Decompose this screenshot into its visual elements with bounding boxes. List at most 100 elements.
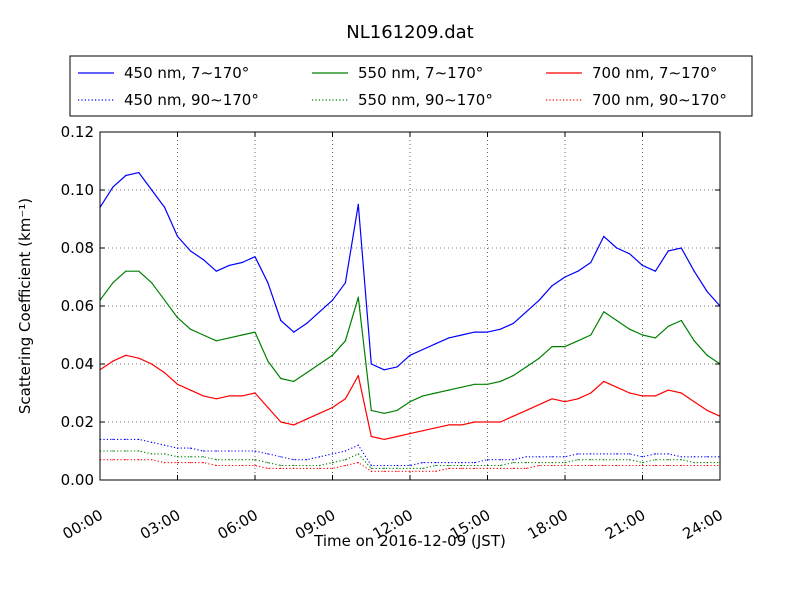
data-point-s3-6 [176, 456, 179, 458]
data-point-s2-43 [654, 337, 657, 339]
data-point-s1-46 [693, 456, 695, 458]
data-point-s5-16 [306, 467, 308, 469]
data-point-s4-6 [176, 383, 179, 385]
data-point-s0-31 [499, 328, 501, 330]
data-point-s4-31 [499, 421, 501, 423]
data-point-s5-42 [641, 464, 644, 467]
data-point-s5-31 [499, 467, 501, 469]
data-point-s4-39 [603, 380, 605, 382]
data-point-s0-24 [409, 354, 411, 356]
data-point-s3-17 [319, 464, 321, 467]
x-tick-label: 00:00 [60, 506, 106, 543]
data-point-s3-33 [525, 462, 527, 464]
data-point-s5-46 [693, 464, 695, 467]
data-point-s5-35 [551, 464, 553, 467]
x-tick-label: 21:00 [602, 506, 648, 543]
data-point-s3-34 [538, 462, 540, 464]
data-point-s0-20 [357, 203, 359, 206]
data-point-s0-27 [448, 337, 450, 339]
data-point-s4-32 [512, 415, 514, 417]
data-point-s2-12 [254, 331, 256, 333]
data-point-s2-24 [409, 401, 411, 403]
data-point-s1-13 [267, 453, 269, 455]
data-point-s3-31 [499, 464, 501, 467]
data-point-s4-1 [112, 360, 114, 362]
data-point-s1-14 [280, 456, 282, 458]
data-point-s2-33 [525, 366, 527, 368]
data-point-s1-43 [654, 453, 657, 455]
data-point-s2-40 [616, 319, 618, 322]
data-point-s4-22 [383, 438, 385, 440]
x-tick-label: 06:00 [215, 506, 261, 543]
data-point-s3-24 [409, 467, 411, 469]
data-point-s2-28 [461, 386, 463, 388]
y-tick-label: 0.06 [61, 297, 94, 315]
data-point-s1-30 [486, 459, 489, 461]
y-tick-label: 0.04 [61, 355, 94, 373]
data-point-s1-42 [641, 456, 644, 458]
data-point-s4-8 [202, 395, 204, 397]
data-point-s2-4 [151, 282, 153, 284]
data-point-s4-24 [409, 433, 411, 435]
legend-label: 550 nm, 90∼170° [358, 91, 493, 109]
data-point-s1-6 [176, 447, 179, 449]
data-point-s2-2 [125, 270, 127, 272]
legend-label: 700 nm, 7∼170° [592, 64, 717, 82]
data-point-s1-15 [293, 459, 295, 461]
data-point-s1-38 [590, 453, 592, 455]
data-point-s1-45 [680, 456, 682, 458]
data-point-s4-30 [486, 421, 489, 423]
data-point-s2-15 [293, 380, 295, 382]
data-point-s3-40 [616, 459, 618, 461]
data-point-s0-46 [693, 270, 695, 272]
data-point-s2-41 [629, 328, 631, 330]
data-point-s1-28 [461, 462, 463, 464]
data-point-s4-41 [629, 392, 631, 394]
data-point-s5-29 [474, 467, 476, 469]
data-point-s4-10 [228, 395, 230, 397]
data-point-s4-46 [693, 401, 695, 403]
data-point-s5-7 [189, 462, 191, 464]
x-tick-label: 24:00 [680, 506, 726, 543]
data-point-s2-16 [306, 372, 308, 374]
data-point-s4-7 [189, 389, 191, 391]
data-point-s0-41 [629, 253, 631, 255]
data-point-s5-37 [577, 464, 579, 467]
data-point-s2-18 [331, 354, 334, 356]
data-point-s5-40 [616, 464, 618, 467]
data-point-s1-32 [512, 459, 514, 461]
data-point-s0-3 [138, 172, 140, 174]
data-point-s2-30 [486, 383, 489, 385]
data-point-s1-1 [112, 438, 114, 440]
data-point-s1-23 [396, 464, 398, 467]
data-point-s0-45 [680, 247, 682, 249]
data-point-s3-35 [551, 462, 553, 464]
data-point-s0-22 [383, 369, 385, 371]
data-point-s1-19 [344, 450, 346, 452]
data-point-s1-40 [616, 453, 618, 455]
data-point-s3-15 [293, 464, 295, 467]
y-tick-label: 0.12 [61, 123, 94, 141]
data-point-s4-17 [319, 412, 321, 414]
x-tick-label: 03:00 [137, 506, 183, 543]
data-point-s5-38 [590, 464, 592, 467]
data-point-s5-11 [241, 464, 243, 467]
series-line-4 [99, 354, 721, 440]
data-point-s3-23 [396, 467, 398, 469]
data-point-s1-11 [241, 450, 243, 452]
data-point-s1-29 [474, 462, 476, 464]
data-point-s3-27 [448, 464, 450, 467]
data-point-s0-2 [125, 174, 127, 177]
legend-box [69, 55, 753, 117]
data-point-s5-22 [383, 470, 385, 472]
data-point-s2-8 [202, 334, 204, 336]
data-point-s0-16 [306, 322, 308, 324]
data-point-s5-24 [409, 470, 411, 472]
y-tick-label: 0.10 [61, 181, 94, 199]
data-point-s0-10 [228, 264, 230, 266]
data-point-s1-21 [370, 464, 372, 467]
data-point-s5-34 [538, 464, 540, 467]
data-point-s1-27 [448, 462, 450, 464]
data-point-s1-35 [551, 456, 553, 458]
